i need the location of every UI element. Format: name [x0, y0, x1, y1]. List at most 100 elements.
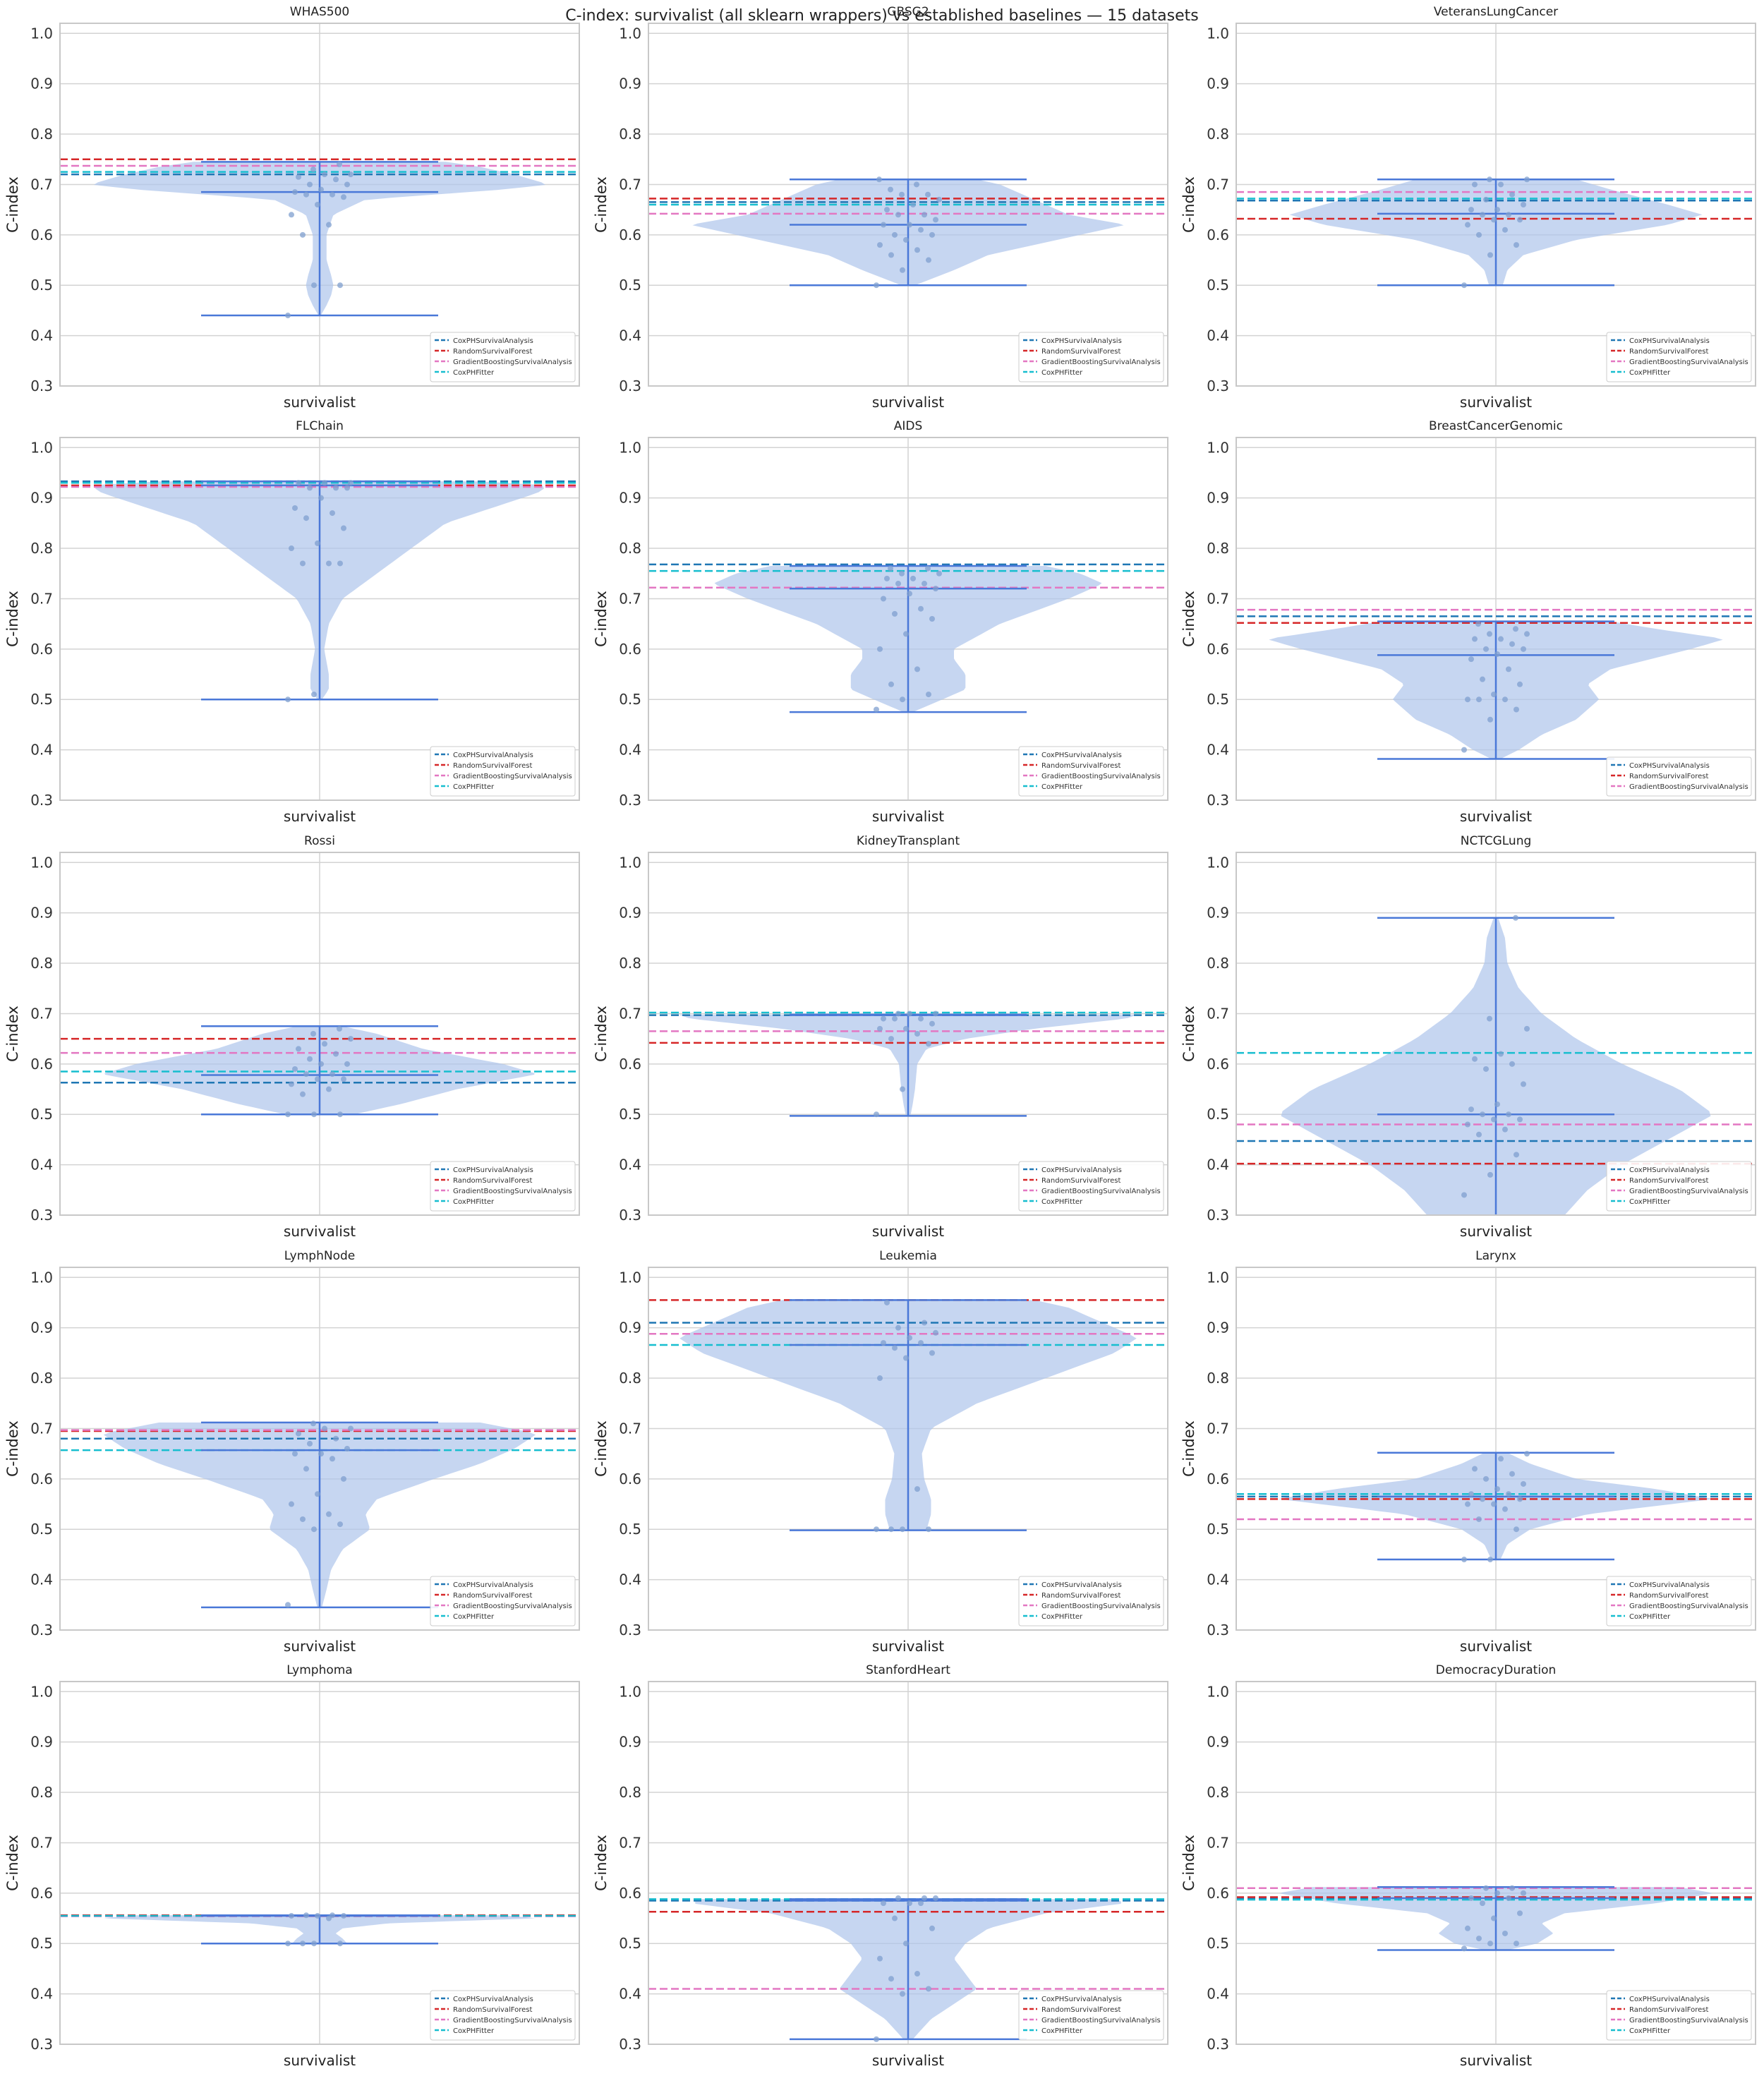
data-point [925, 565, 931, 572]
data-point [1487, 1015, 1492, 1022]
data-point [341, 1076, 346, 1082]
data-point [895, 1010, 901, 1017]
y-tick-label: 0.4 [30, 327, 53, 344]
data-point [903, 631, 909, 637]
data-point [1509, 1471, 1515, 1477]
y-tick-label: 0.8 [1207, 1784, 1229, 1801]
data-point [300, 231, 306, 238]
y-tick-label: 0.4 [1207, 1157, 1229, 1173]
y-tick-label: 0.3 [1207, 1207, 1229, 1224]
panel-veteranslungcancer: VeteransLungCancer 0.3 0.4 0.5 0.6 0.7 0.8 0.9 1… [1180, 5, 1756, 411]
legend-box [1606, 1576, 1752, 1627]
data-point [895, 1324, 901, 1331]
data-point [344, 485, 350, 491]
data-point [922, 581, 927, 587]
x-axis-label: survivalist [1460, 1638, 1532, 1655]
data-point [1506, 1491, 1511, 1497]
data-point [310, 1420, 316, 1427]
y-tick-label: 0.4 [619, 1157, 641, 1173]
y-tick-label: 0.9 [30, 76, 53, 92]
data-point [1506, 666, 1511, 672]
data-point [1483, 646, 1489, 652]
y-tick-label: 1.0 [1207, 1683, 1229, 1700]
panel-aids: AIDS 0.3 0.4 0.5 0.6 0.7 0.8 0.9 1.0 survivalist C… [593, 419, 1168, 825]
data-point [300, 560, 306, 567]
data-point [1476, 1936, 1482, 1942]
data-point [337, 282, 343, 289]
legend: CoxPHSurvivalAnalysis RandomSurvivalFores… [1606, 1576, 1752, 1627]
data-point [918, 227, 924, 233]
data-point [1498, 1051, 1504, 1057]
panel-title: NCTCGLung [1461, 834, 1532, 848]
data-point [348, 1036, 354, 1042]
legend-label: GradientBoostingSurvivalAnalysis [453, 773, 572, 780]
data-point [311, 282, 317, 289]
data-point [884, 1299, 890, 1305]
data-point [296, 480, 301, 486]
plot-frame [648, 1681, 1168, 2045]
data-point [315, 1912, 320, 1919]
legend-label: RandomSurvivalForest [1629, 348, 1708, 356]
y-tick-label: 0.7 [619, 176, 641, 193]
data-point [1509, 1061, 1515, 1067]
y-tick-label: 0.9 [619, 490, 641, 507]
data-point [1461, 282, 1467, 289]
data-point [333, 176, 339, 183]
y-tick-label: 1.0 [1207, 1269, 1229, 1286]
y-tick-label: 0.9 [1207, 905, 1229, 922]
data-point [881, 222, 886, 228]
data-point [888, 186, 893, 193]
legend-label: CoxPHFitter [1629, 369, 1671, 377]
legend-label: CoxPHSurvivalAnalysis [1629, 1996, 1710, 2003]
y-tick-label: 0.7 [1207, 590, 1229, 607]
data-point [341, 1475, 346, 1482]
panel-title: GBSG2 [887, 5, 929, 19]
data-point [326, 222, 332, 228]
legend-label: CoxPHSurvivalAnalysis [453, 337, 533, 345]
data-point [903, 1025, 909, 1032]
legend-label: CoxPHFitter [1041, 1198, 1083, 1206]
panel-title: Leukemia [879, 1249, 937, 1263]
panel-rossi: Rossi 0.3 0.4 0.5 0.6 0.7 0.8 0.9 1.0 survivalist… [4, 834, 580, 1240]
legend: CoxPHSurvivalAnalysis RandomSurvivalFores… [430, 332, 576, 382]
data-point [311, 1526, 317, 1533]
data-point [289, 1081, 294, 1087]
legend-box [430, 1576, 576, 1627]
y-tick-label: 0.3 [1207, 2036, 1229, 2053]
legend-label: RandomSurvivalForest [1041, 2006, 1120, 2014]
data-point [296, 1046, 301, 1052]
legend-box [1018, 1161, 1164, 1212]
data-point [1494, 207, 1500, 213]
legend-label: CoxPHFitter [453, 1198, 495, 1206]
data-point [914, 181, 919, 188]
data-point [881, 1015, 886, 1022]
panel-title: VeteransLungCancer [1434, 5, 1558, 19]
data-point [900, 267, 905, 273]
plot-area [648, 1010, 1168, 1118]
data-point [311, 692, 317, 698]
data-point [337, 1025, 342, 1032]
legend-label: RandomSurvivalForest [453, 1177, 532, 1185]
data-point [1465, 696, 1470, 703]
data-point [1517, 217, 1523, 223]
panel-leukemia: Leukemia 0.3 0.4 0.5 0.6 0.7 0.8 0.9 1.0 survival… [593, 1249, 1168, 1655]
legend-label: RandomSurvivalForest [1629, 773, 1708, 780]
data-point [922, 1895, 927, 1901]
y-tick-label: 0.8 [619, 126, 641, 143]
y-tick-label: 0.5 [30, 277, 53, 294]
legend-label: CoxPHFitter [453, 369, 495, 377]
data-point [1480, 676, 1485, 682]
y-tick-label: 0.3 [619, 2036, 641, 2053]
panel-breastcancergenomic: BreastCancerGenomic 0.3 0.4 0.5 0.6 0.7 0.8 0.9… [1180, 419, 1756, 825]
legend-label: CoxPHFitter [1041, 783, 1083, 791]
data-point [1487, 1171, 1493, 1178]
legend-label: CoxPHSurvivalAnalysis [453, 1996, 533, 2003]
data-point [333, 1435, 339, 1442]
data-point [888, 1526, 894, 1533]
plot-frame [648, 1267, 1168, 1631]
data-point [307, 485, 313, 491]
data-point [307, 181, 313, 188]
y-tick-label: 0.4 [1207, 742, 1229, 759]
data-point [337, 1941, 343, 1947]
data-point [1491, 1501, 1497, 1507]
